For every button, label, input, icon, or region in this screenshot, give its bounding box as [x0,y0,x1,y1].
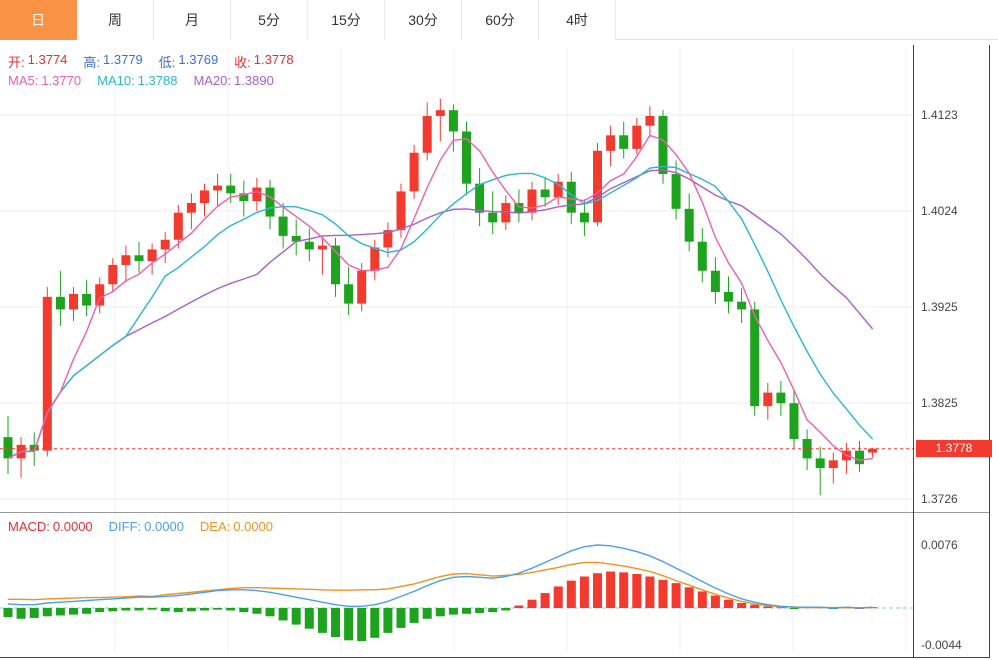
price-axis-tick: 1.4024 [921,204,958,218]
tab-15min[interactable]: 15分 [308,0,385,40]
tab-week[interactable]: 周 [77,0,154,40]
tab-30min[interactable]: 30分 [385,0,462,40]
diff-label: DIFF: [108,519,142,534]
low-label: 低: [158,55,176,70]
ohlc-legend: 开: 1.3774 高: 1.3779 低: 1.3769 收: 1.3778 [8,52,294,71]
diff-readout: DIFF: 0.0000 [109,519,184,534]
high-label: 高: [83,55,101,70]
macd-readout: MACD: 0.0000 [8,519,93,534]
tabbar-spacer [616,0,998,39]
ma5-value: 1.3770 [41,73,82,88]
price-axis-tick: 1.3726 [921,492,958,506]
close-readout: 收: 1.3778 [234,52,293,71]
candlestick-macd-chart[interactable] [0,40,998,660]
high-readout: 高: 1.3779 [83,52,142,71]
open-label: 开: [8,55,25,70]
price-axis-tick: 1.3825 [921,396,958,410]
close-label: 收: [234,55,251,70]
ma10-label: MA10: [97,73,135,88]
tab-5min[interactable]: 5分 [231,0,308,40]
tab-month[interactable]: 月 [154,0,231,40]
dea-readout: DEA: 0.0000 [200,519,273,534]
low-value: 1.3769 [178,52,219,67]
last-price-tag: 1.3778 [916,440,992,457]
ma20-label: MA20: [193,73,232,88]
price-axis-tick: 1.3925 [921,300,958,314]
ma20-value: 1.3890 [234,73,274,88]
tab-60min[interactable]: 60分 [462,0,539,40]
ma20-readout: MA20: 1.3890 [193,73,273,88]
macd-legend: MACD: 0.0000 DIFF: 0.0000 DEA: 0.0000 [8,519,273,534]
high-value: 1.3779 [103,52,143,67]
tab-4hour[interactable]: 4时 [539,0,616,40]
close-value: 1.3778 [253,52,294,67]
diff-value: 0.0000 [144,519,184,534]
tab-day[interactable]: 日 [0,0,77,40]
ma10-readout: MA10: 1.3788 [97,73,177,88]
timeframe-tabbar: 日 周 月 5分 15分 30分 60分 4时 [0,0,998,40]
macd-value: 0.0000 [52,519,93,534]
ma-legend: MA5: 1.3770 MA10: 1.3788 MA20: 1.3890 [8,73,274,88]
chart-area: 开: 1.3774 高: 1.3779 低: 1.3769 收: 1.3778 MA5:… [0,40,998,660]
dea-label: DEA: [199,519,231,534]
ma5-label: MA5: [8,73,39,88]
price-axis-tick: 1.4123 [921,108,958,122]
macd-axis-tick: -0.0044 [921,638,962,652]
macd-label: MACD: [8,519,50,534]
ma5-readout: MA5: 1.3770 [8,73,81,88]
open-readout: 开: 1.3774 [8,52,67,71]
open-value: 1.3774 [27,52,68,67]
macd-axis-tick: 0.0076 [921,538,958,552]
ma10-value: 1.3788 [137,73,178,88]
dea-value: 0.0000 [233,519,274,534]
low-readout: 低: 1.3769 [159,52,218,71]
